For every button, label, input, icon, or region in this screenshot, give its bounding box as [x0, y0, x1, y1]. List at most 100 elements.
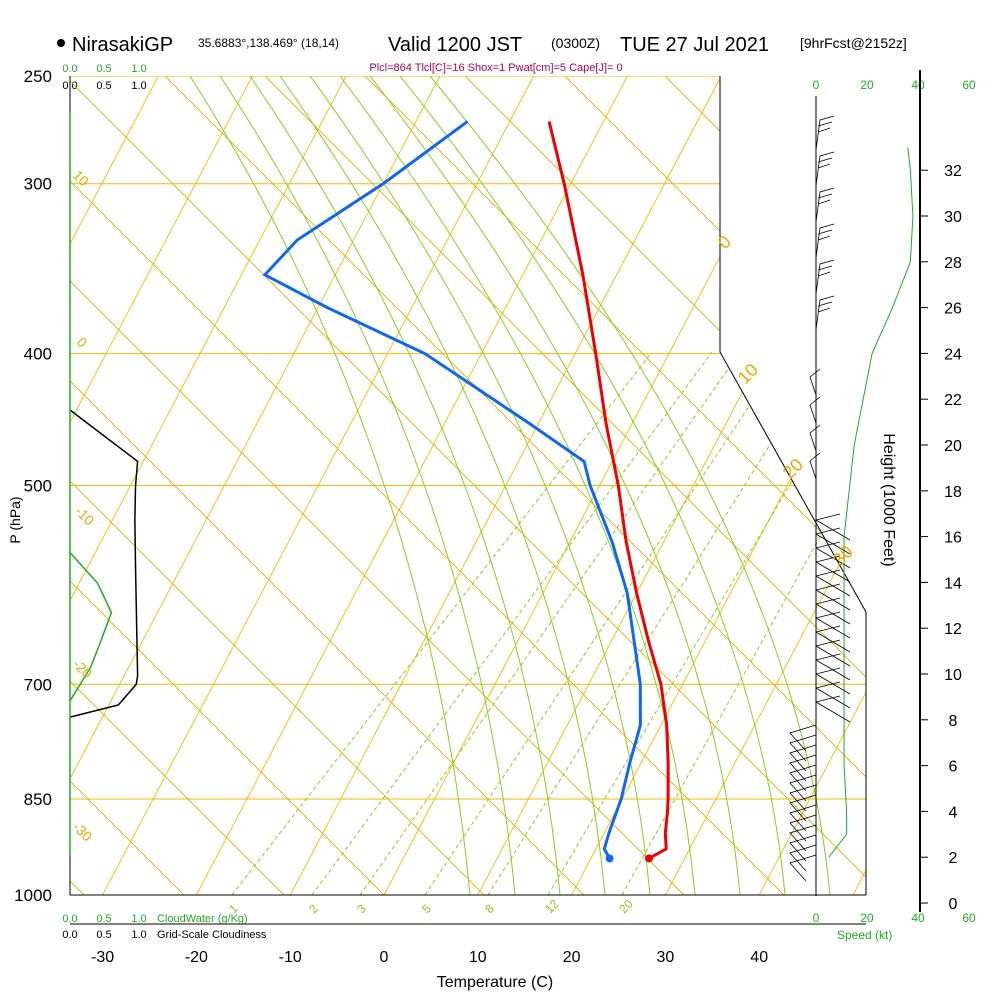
cloudiness-scale-top: 0.0 0.5 1.0: [62, 80, 146, 92]
mixing-ratio-line: [621, 351, 866, 895]
pressure-tick-label: 700: [24, 675, 52, 694]
forecast-info: [9hrFcst@2152z]: [800, 35, 907, 51]
wind-barb: [789, 844, 817, 872]
mixing-ratio-line: [231, 351, 653, 895]
pressure-tick-label: 250: [24, 67, 52, 86]
utc-time: (0300Z): [551, 35, 600, 51]
dry-adiabat-line: [70, 76, 655, 895]
moist-adiabat-line: [219, 76, 516, 895]
height-tick-label: 12: [944, 621, 962, 638]
isotherm-line: [665, 76, 866, 895]
dry-adiabat-line: [613, 76, 866, 895]
station-marker-icon: [57, 39, 65, 47]
cloudwater-tick-top-1: 0.5: [96, 63, 111, 75]
temperature-tick-label: 10: [469, 949, 487, 966]
dry-adiabat-line: [70, 76, 255, 895]
mixing-ratio-line: [424, 351, 786, 895]
height-tick-label: 22: [944, 392, 962, 409]
wind-barb: [815, 187, 835, 223]
wind-barb: [815, 625, 851, 653]
cloudwater-tick-bottom-0: 0.0: [62, 913, 77, 925]
moist-adiabat-line: [249, 76, 561, 895]
pressure-axis-title: P (hPa): [7, 496, 23, 543]
cloudwater-tick-bottom-1: 0.5: [96, 913, 111, 925]
height-tick-label: 32: [944, 163, 962, 180]
temperature-tick-label: 40: [750, 949, 768, 966]
dry-adiabat-line: [70, 76, 855, 895]
dewpoint-profile-line: [262, 120, 642, 860]
height-tick-label: 0: [949, 896, 958, 913]
wind-panel: [789, 115, 914, 882]
temperature-profile-line: [547, 121, 670, 860]
temperature-tick-label: -10: [279, 949, 302, 966]
height-tick-label: 6: [949, 759, 958, 776]
wind-barb: [815, 695, 851, 723]
mixing-ratio-label: 20: [616, 897, 636, 917]
valid-time: Valid 1200 JST: [388, 34, 522, 56]
mixing-ratio-line: [311, 351, 713, 895]
height-tick-label: 26: [944, 301, 962, 318]
station-name: NirasakiGP: [72, 34, 173, 56]
station-coords: 35.6883°,138.469° (18,14): [198, 36, 339, 50]
isotherm-line: [852, 76, 866, 895]
speed-scale-bottom: 0 20 40 60 Speed (kt): [813, 911, 976, 942]
dry-adiabat-line: [413, 76, 866, 895]
temperature-tick-label: 0: [380, 949, 389, 966]
temperature-tick-label: -20: [185, 949, 208, 966]
stability-indices: Plcl=864 Tlcl[C]=16 Shox=1 Pwat[cm]=5 Ca…: [369, 62, 622, 74]
dry-adiabat-line: [70, 76, 866, 895]
wind-barb: [789, 744, 817, 772]
wind-barb: [815, 681, 851, 709]
wind-barb: [809, 424, 821, 452]
isotherm-line: [70, 76, 347, 895]
pressure-tick-label: 850: [24, 790, 52, 809]
cloudwater-tick-top-2: 1.0: [131, 63, 146, 75]
height-tick-label: 16: [944, 530, 962, 547]
pressure-tick-label: 400: [24, 345, 52, 364]
dry-adiabat-line: [213, 76, 866, 895]
speed-label: Speed (kt): [837, 928, 892, 942]
cloudiness-tick-top-1: 0.5: [96, 80, 111, 92]
forecast-date: TUE 27 Jul 2021: [620, 34, 769, 56]
height-tick-label: 24: [944, 346, 962, 363]
moist-adiabat-line: [189, 76, 471, 895]
cloudiness-profile-line: [69, 409, 139, 718]
moist-adiabat-line: [369, 76, 741, 895]
wind-barb: [815, 597, 851, 625]
dry-adiabat-label: 0: [74, 334, 91, 351]
wind-barb: [809, 368, 821, 396]
surface-dewpoint-dot: [605, 854, 614, 863]
cloudiness-tick-top-2: 1.0: [131, 80, 146, 92]
dry-adiabat-label: -10: [72, 503, 98, 529]
height-tick-label: 4: [949, 804, 958, 821]
cloudiness-label: Grid-Scale Cloudiness: [157, 929, 267, 941]
height-tick-label: 18: [944, 484, 962, 501]
moist-adiabat-line: [429, 76, 831, 895]
wind-barb: [789, 794, 817, 822]
temperature-tick-label: 20: [563, 949, 581, 966]
isotherm-line: [70, 76, 441, 895]
moist-adiabat-line: [279, 76, 606, 895]
isotherm-line: [70, 76, 253, 895]
dry-adiabat-line: [70, 76, 755, 895]
moist-adiabat-line: [339, 76, 696, 895]
moist-adiabat-label: 20: [779, 455, 807, 483]
wind-barb: [809, 396, 821, 424]
wind-barb: [789, 784, 817, 812]
isotherm-line: [758, 76, 866, 895]
dry-adiabat-line: [513, 76, 866, 895]
mixing-ratio-label: 5: [419, 901, 434, 916]
temperature-axis-title: Temperature (C): [437, 974, 553, 991]
speed-tick-bottom-3: 60: [962, 911, 976, 925]
cloudiness-scale-bottom: 0.0 0.5 1.0 Grid-Scale Cloudiness: [62, 929, 267, 941]
cloud-profiles: [69, 112, 139, 855]
speed-scale-top: 0 20 40 60: [813, 78, 976, 92]
mixing-ratio-label: 8: [482, 901, 497, 916]
height-axis-title: Height (1000 Feet): [880, 433, 897, 566]
wind-barb: [789, 854, 817, 882]
cloudiness-tick-bottom-2: 1.0: [131, 929, 146, 941]
dry-adiabat-line: [70, 76, 555, 895]
speed-tick-top-1: 20: [860, 78, 874, 92]
